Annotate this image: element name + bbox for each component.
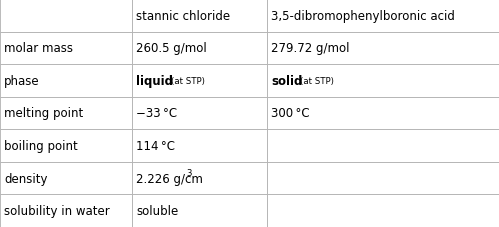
Bar [132,130,267,162]
Text: molar mass: molar mass [4,42,73,55]
Bar [132,162,267,195]
Bar [267,195,499,227]
Bar [267,65,499,97]
Text: liquid: liquid [136,75,173,88]
Text: 2.226 g/cm: 2.226 g/cm [136,172,203,185]
Text: 279.72 g/mol: 279.72 g/mol [271,42,349,55]
Text: solubility in water: solubility in water [4,204,110,217]
Text: boiling point: boiling point [4,139,78,152]
Text: 300 °C: 300 °C [271,107,309,120]
Text: (at STP): (at STP) [300,76,334,86]
Bar [0,65,132,97]
Text: (at STP): (at STP) [171,76,205,86]
Bar [0,195,132,227]
Text: 3,5-dibromophenylboronic acid: 3,5-dibromophenylboronic acid [271,10,455,23]
Text: stannic chloride: stannic chloride [136,10,231,23]
Text: solid: solid [271,75,302,88]
Bar [0,130,132,162]
Bar [0,97,132,130]
Text: 3: 3 [187,168,192,177]
Text: 260.5 g/mol: 260.5 g/mol [136,42,207,55]
Bar [0,0,132,32]
Bar [132,65,267,97]
Text: 114 °C: 114 °C [136,139,175,152]
Bar [267,32,499,65]
Bar [267,0,499,32]
Bar [0,32,132,65]
Bar [132,32,267,65]
Text: density: density [4,172,47,185]
Text: phase: phase [4,75,39,88]
Text: soluble: soluble [136,204,179,217]
Text: melting point: melting point [4,107,83,120]
Bar [132,97,267,130]
Bar [0,162,132,195]
Bar [267,97,499,130]
Bar [132,195,267,227]
Text: −33 °C: −33 °C [136,107,177,120]
Bar [267,130,499,162]
Bar [132,0,267,32]
Bar [267,162,499,195]
